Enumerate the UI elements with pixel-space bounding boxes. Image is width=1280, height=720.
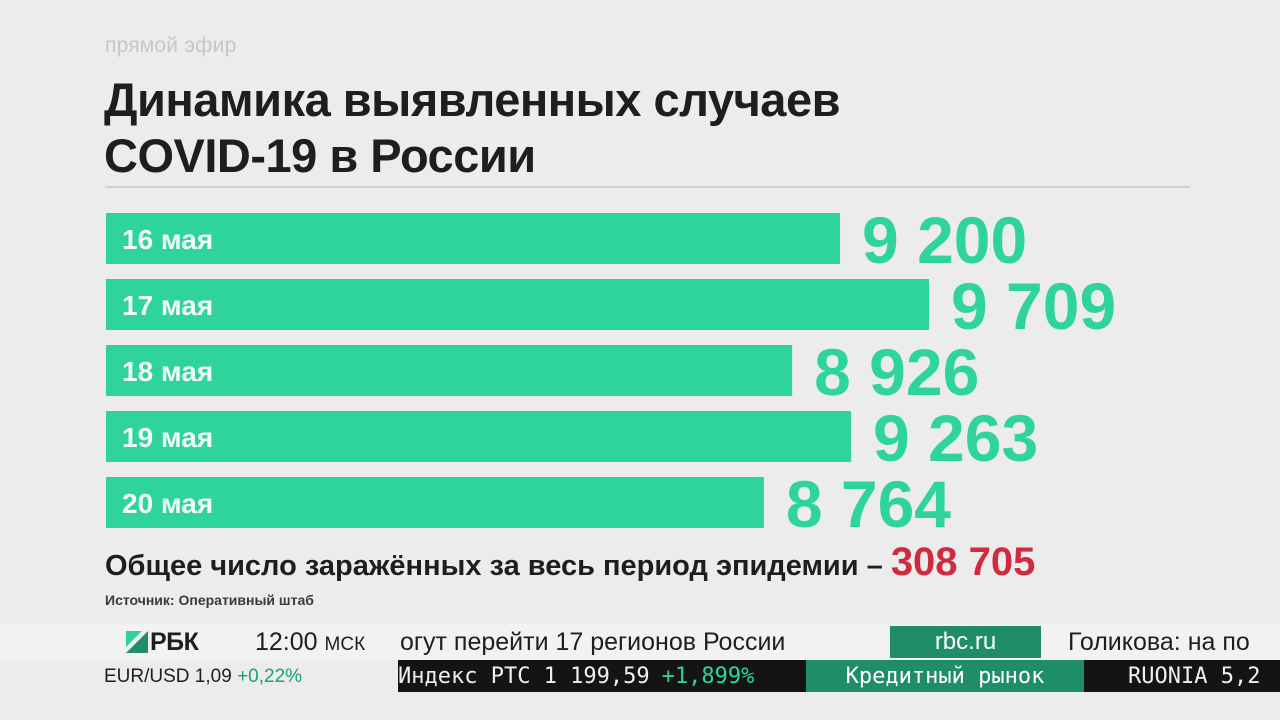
bar-value-label: 9 200: [862, 203, 1027, 277]
bar-value-label: 9 263: [873, 401, 1038, 475]
bar-value-label: 8 926: [814, 335, 979, 409]
bar-4: [106, 411, 852, 462]
bar-category-label: 19 мая: [122, 422, 213, 453]
bar-category-label: 18 мая: [122, 356, 213, 387]
clock: 12:00 МСК: [255, 628, 365, 657]
chart-title: Динамика выявленных случаев COVID-19 в Р…: [104, 72, 1104, 184]
fx-change: +0,22%: [237, 666, 303, 687]
ruonia-rate: RUONIA 5,2: [1128, 663, 1261, 689]
chart-title-line-2: COVID-19 в России: [104, 129, 536, 182]
site-badge: rbc.ru: [890, 626, 1041, 658]
live-label: прямой эфир: [105, 34, 237, 57]
clock-time: 12:00: [255, 628, 318, 656]
rts-index: Индекс РТС 1 199,59 +1,899%: [398, 660, 754, 692]
fx-rate: EUR/USD 1,09 +0,22%: [104, 666, 302, 688]
rbk-logo: РБК: [126, 627, 199, 656]
market-ticker: Индекс РТС 1 199,59 +1,899% Кредитный ры…: [398, 660, 1280, 692]
total-value: 308 705: [890, 540, 1036, 584]
rts-label: Индекс РТС 1 199,59: [398, 663, 650, 689]
clock-timezone: МСК: [324, 634, 366, 655]
total-label: Общее число заражённых за весь период эп…: [105, 550, 883, 582]
bar-category-label: 20 мая: [122, 488, 213, 519]
bar-category-label: 16 мая: [122, 224, 213, 255]
bar-category-label: 17 мая: [122, 290, 213, 321]
title-divider: [105, 186, 1190, 188]
bar-value-label: 8 764: [786, 467, 951, 541]
credit-market-badge: Кредитный рынок: [806, 660, 1084, 692]
bar-value-label: 9 709: [951, 269, 1116, 343]
bar-1: [106, 213, 841, 264]
bar-2: [106, 279, 929, 330]
ticker-top-strip: [0, 624, 1280, 660]
rts-change: +1,899%: [661, 663, 755, 689]
rbk-logo-icon: [126, 631, 148, 653]
bar-5: [106, 477, 764, 528]
chart-title-line-1: Динамика выявленных случаев: [104, 73, 840, 126]
total-cases: Общее число заражённых за весь период эп…: [105, 540, 1035, 585]
source-note: Источник: Оперативный штаб: [105, 592, 314, 608]
rbk-logo-text: РБК: [150, 627, 199, 656]
fx-label: EUR/USD 1,09: [104, 666, 232, 687]
news-ticker-text: огут перейти 17 регионов России: [400, 628, 786, 656]
news-ticker-text-2: Голикова: на по: [1068, 628, 1250, 656]
bar-3: [106, 345, 793, 396]
